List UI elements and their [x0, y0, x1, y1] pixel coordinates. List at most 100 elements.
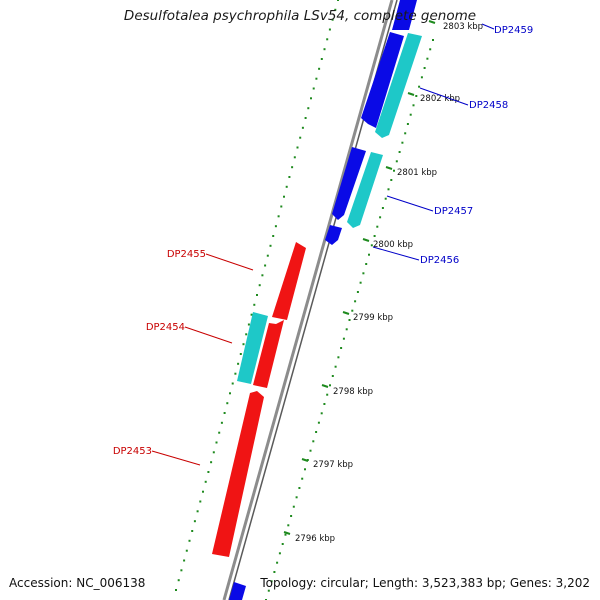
tick-label: 2797 kbp — [313, 460, 353, 470]
scale-dot — [295, 496, 298, 499]
scale-dot — [180, 569, 183, 572]
gene-leader-line — [184, 326, 233, 344]
scale-dot — [432, 39, 434, 41]
scale-dot — [231, 382, 234, 385]
tick-label: 2800 kbp — [373, 240, 413, 250]
scale-dot — [345, 328, 348, 331]
scale-dot — [281, 543, 284, 545]
scale-dot — [283, 195, 285, 198]
scale-dot — [348, 319, 351, 321]
scale-dot — [264, 264, 267, 267]
scale-dot — [381, 207, 384, 209]
scale-dot — [323, 403, 326, 405]
scale-dot — [210, 461, 213, 464]
scale-dot — [202, 490, 204, 493]
scale-dot — [384, 197, 387, 200]
scale-dot — [191, 530, 194, 532]
scale-dot — [237, 362, 240, 365]
reverse-strand-features — [212, 242, 306, 557]
feature-dp2455-cds[interactable] — [272, 242, 306, 320]
scale-dot — [310, 97, 312, 100]
gene-label-dp2454[interactable]: DP2454 — [146, 322, 185, 333]
scale-dot — [370, 244, 373, 247]
scale-dot — [337, 0, 339, 1]
feature-dp2457-cds[interactable] — [332, 147, 366, 220]
feature-dp2459-cds[interactable] — [392, 0, 417, 30]
scale-dot — [188, 539, 191, 542]
scale-dot — [234, 372, 237, 375]
tick-label: 2803 kbp — [443, 22, 483, 32]
gene-leader-line — [372, 246, 420, 261]
scale-dot — [242, 343, 245, 346]
scale-dot — [323, 48, 326, 51]
scale-dot — [307, 107, 310, 110]
feature-dp2458-cds[interactable] — [361, 32, 404, 128]
scale-dot — [326, 393, 329, 396]
scale-dot — [226, 402, 229, 405]
scale-dot — [337, 356, 340, 359]
feature-bottom-cds[interactable] — [229, 582, 246, 600]
scale-dot — [253, 303, 256, 306]
gene-label-dp2458[interactable]: DP2458 — [469, 100, 508, 111]
scale-dot — [415, 95, 418, 97]
feature-dp2454-cds[interactable] — [253, 320, 284, 388]
tick-label: 2799 kbp — [353, 313, 393, 323]
gene-leader-line — [419, 87, 469, 106]
tick-mark — [342, 311, 350, 315]
scale-dot — [301, 126, 304, 129]
scale-dot — [334, 8, 337, 11]
scale-dot — [223, 412, 226, 414]
feature-dp2453-cds[interactable] — [212, 391, 264, 557]
scale-dot — [317, 421, 320, 424]
gene-label-dp2453[interactable]: DP2453 — [113, 446, 152, 457]
scale-dot — [304, 117, 307, 119]
scale-dot — [379, 216, 382, 219]
gene-label-dp2459[interactable]: DP2459 — [494, 25, 533, 36]
scale-dot — [326, 38, 329, 41]
scale-dot — [301, 477, 304, 480]
scale-dot — [329, 384, 331, 387]
forward-strand-features — [229, 0, 422, 600]
scale-dot — [387, 188, 390, 191]
scale-dot — [312, 87, 315, 90]
scale-dot — [215, 441, 218, 444]
scale-dot — [288, 176, 291, 178]
scale-dot — [290, 515, 293, 517]
scale-dot — [390, 179, 393, 181]
gene-leader-line — [481, 23, 495, 30]
feature-dp2454-cyan[interactable] — [237, 312, 268, 384]
scale-dot — [320, 412, 323, 415]
gene-leader-line — [386, 195, 434, 212]
scale-dot — [280, 205, 283, 208]
scale-dot — [359, 281, 362, 284]
scale-dot — [373, 235, 376, 237]
feature-dp2458-cyan[interactable] — [375, 33, 422, 138]
scale-dot — [212, 451, 215, 454]
scale-dot — [334, 365, 337, 368]
scale-dot — [220, 421, 223, 424]
scale-dot — [393, 169, 395, 172]
scale-dot — [273, 571, 276, 573]
gene-label-dp2455[interactable]: DP2455 — [167, 249, 206, 260]
gene-label-dp2456[interactable]: DP2456 — [420, 255, 459, 266]
scale-dot — [245, 333, 248, 336]
scale-dot — [218, 431, 221, 434]
scale-dot — [395, 160, 398, 163]
scale-dot — [418, 85, 421, 88]
scale-dot-tracks — [175, 0, 434, 600]
tick-label: 2798 kbp — [333, 387, 373, 397]
scale-dot — [298, 487, 301, 489]
feature-dp2456-cds[interactable] — [325, 225, 342, 245]
feature-dp2457-cyan[interactable] — [347, 152, 383, 228]
accession-text: Accession: NC_006138 — [9, 576, 146, 590]
scale-dot — [193, 520, 196, 523]
gene-label-dp2457[interactable]: DP2457 — [434, 206, 473, 217]
tick-mark — [385, 166, 393, 170]
scale-dot — [368, 253, 370, 256]
scale-dot — [354, 300, 357, 303]
scale-dot — [258, 284, 261, 287]
scale-dot — [426, 57, 429, 60]
scale-dot — [340, 347, 343, 349]
